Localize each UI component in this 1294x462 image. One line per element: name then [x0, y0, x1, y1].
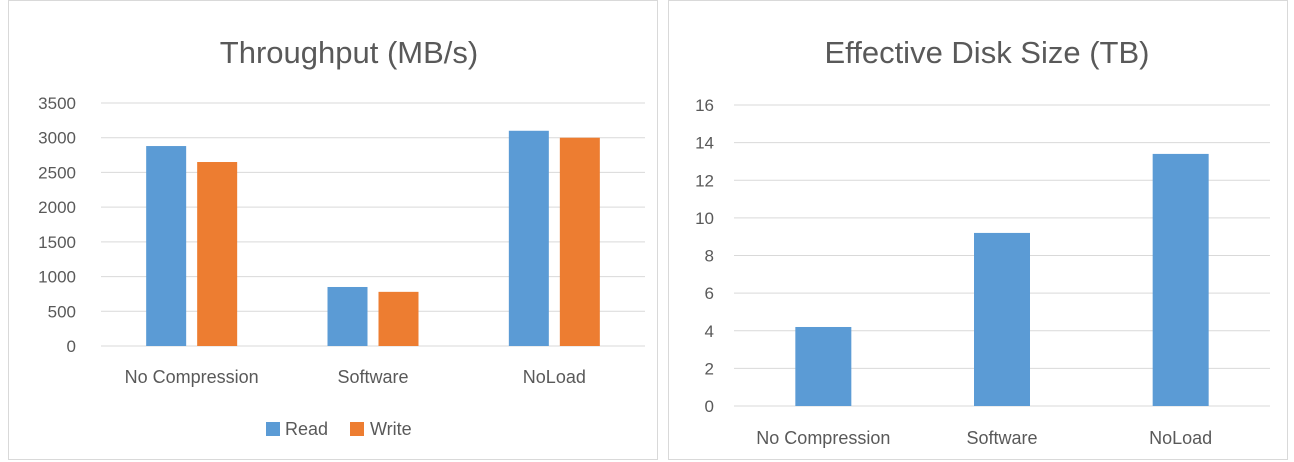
- x-category-label: No Compression: [756, 428, 890, 448]
- bar-read-software: [327, 286, 368, 346]
- y-tick-label: 500: [48, 302, 76, 321]
- disk-size-chart: Effective Disk Size (TB) 0 2 4 6 8 10 12 14 16 N…: [695, 35, 1270, 448]
- y-tick-label: 2: [705, 359, 714, 378]
- bar-value-no-compression: [795, 326, 852, 406]
- x-category-label: NoLoad: [1149, 428, 1212, 448]
- x-category-label: No Compression: [125, 367, 259, 387]
- y-tick-label: 16: [695, 96, 714, 115]
- disk-size-chart-title: Effective Disk Size (TB): [824, 35, 1149, 70]
- disk-size-chart-panel: Effective Disk Size (TB) 0 2 4 6 8 10 12 14 16 N…: [668, 0, 1288, 460]
- y-tick-label: 12: [695, 171, 714, 190]
- legend-label-read: Read: [285, 419, 328, 439]
- bar-read-no-compression: [146, 146, 187, 346]
- bar-value-noload: [1152, 153, 1209, 406]
- y-tick-label: 14: [695, 134, 714, 153]
- x-category-label: Software: [966, 428, 1037, 448]
- y-tick-label: 3500: [38, 94, 76, 113]
- throughput-legend: Read Write: [266, 419, 412, 439]
- throughput-chart-panel: Throughput (MB/s) 0 500 1000 1500 2000 2500 30…: [8, 0, 658, 460]
- x-category-label: Software: [337, 367, 408, 387]
- bar-write-software: [378, 291, 419, 346]
- throughput-chart-title: Throughput (MB/s): [220, 35, 478, 70]
- y-tick-label: 0: [67, 337, 76, 356]
- bar-value-software: [974, 232, 1030, 406]
- y-tick-label: 2000: [38, 198, 76, 217]
- legend-swatch-read: [266, 422, 280, 436]
- y-tick-label: 2500: [38, 163, 76, 182]
- y-tick-label: 8: [705, 247, 714, 266]
- x-category-label: NoLoad: [523, 367, 586, 387]
- legend-swatch-write: [350, 422, 364, 436]
- y-tick-label: 1000: [38, 268, 76, 287]
- bar-write-no-compression: [197, 162, 238, 346]
- y-tick-label: 1500: [38, 233, 76, 252]
- y-tick-label: 10: [695, 209, 714, 228]
- y-tick-label: 3000: [38, 129, 76, 148]
- legend-label-write: Write: [370, 419, 412, 439]
- y-tick-label: 0: [705, 397, 714, 416]
- y-tick-label: 6: [705, 284, 714, 303]
- y-tick-label: 4: [705, 322, 714, 341]
- bar-read-noload: [508, 130, 549, 346]
- bar-write-noload: [559, 137, 600, 346]
- throughput-chart: Throughput (MB/s) 0 500 1000 1500 2000 2500 30…: [38, 35, 645, 439]
